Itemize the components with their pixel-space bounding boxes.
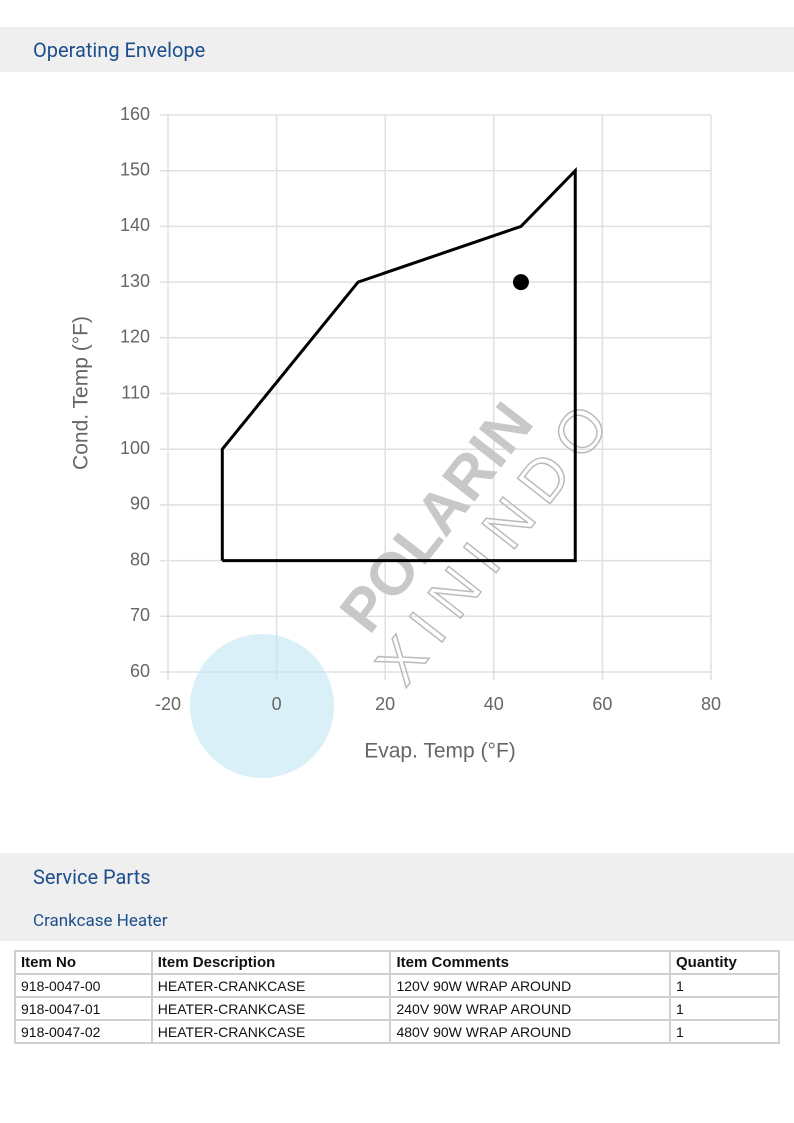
table-row: 918-0047-00 HEATER-CRANKCASE 120V 90W WRAP…: [14, 973, 781, 998]
table-cell: 918-0047-01: [14, 996, 153, 1021]
logo: [190, 634, 334, 778]
y-tick-label: 150: [120, 159, 150, 179]
table-row: 918-0047-01 HEATER-CRANKCASE 240V 90W WRAP…: [14, 996, 781, 1021]
y-tick-label: 120: [120, 327, 150, 347]
table-cell: 918-0047-02: [14, 1019, 153, 1044]
column-header: Quantity: [668, 950, 781, 975]
table-cell: 480V 90W WRAP AROUND: [389, 1019, 671, 1044]
x-tick-label: 80: [701, 694, 721, 714]
x-tick-label: 40: [484, 694, 504, 714]
column-header: Item No: [14, 950, 153, 975]
x-tick-label: 20: [375, 694, 395, 714]
chart: POLARIN XININDO Evap. Temp (°F) Cond. Te…: [70, 104, 721, 778]
section-title: Service Parts: [33, 865, 151, 889]
x-tick-label: -20: [155, 694, 181, 714]
y-tick-label: 90: [130, 494, 150, 514]
table-cell: 240V 90W WRAP AROUND: [389, 996, 671, 1021]
table-cell: 1: [668, 1019, 781, 1044]
y-tick-label: 60: [130, 661, 150, 681]
y-tick-label: 130: [120, 271, 150, 291]
y-tick-label: 70: [130, 605, 150, 625]
table-row: 918-0047-02 HEATER-CRANKCASE 480V 90W WRAP…: [14, 1019, 781, 1044]
column-header: Item Comments: [389, 950, 671, 975]
table-cell: HEATER-CRANKCASE: [150, 996, 392, 1021]
y-tick-label: 160: [120, 104, 150, 124]
table-cell: 120V 90W WRAP AROUND: [389, 973, 671, 998]
y-tick-label: 80: [130, 549, 150, 569]
section-title: Operating Envelope: [33, 38, 206, 62]
section-header: Operating Envelope: [0, 27, 794, 72]
table-cell: HEATER-CRANKCASE: [150, 973, 392, 998]
table-cell: 1: [668, 973, 781, 998]
envelope-line: [220, 167, 577, 563]
section-subtitle: Crankcase Heater: [33, 911, 168, 931]
table-cell: 1: [668, 996, 781, 1021]
y-tick-label: 140: [120, 215, 150, 235]
y-tick-label: 100: [120, 438, 150, 458]
section-header: Service Parts Crankcase Heater: [0, 853, 794, 941]
column-header: Item Description: [150, 950, 392, 975]
table-cell: HEATER-CRANKCASE: [150, 1019, 392, 1044]
x-tick-label: 0: [272, 694, 282, 714]
parts-table: Item No Item Description Item Comments Quan…: [14, 950, 781, 1044]
y-tick-label: 110: [121, 382, 150, 402]
x-axis-title: Evap. Temp (°F): [364, 740, 516, 763]
operating-point: [512, 274, 529, 291]
table-cell: 918-0047-00: [14, 973, 153, 998]
y-axis-title: Cond. Temp (°F): [70, 316, 93, 470]
x-tick-label: 60: [592, 694, 612, 714]
